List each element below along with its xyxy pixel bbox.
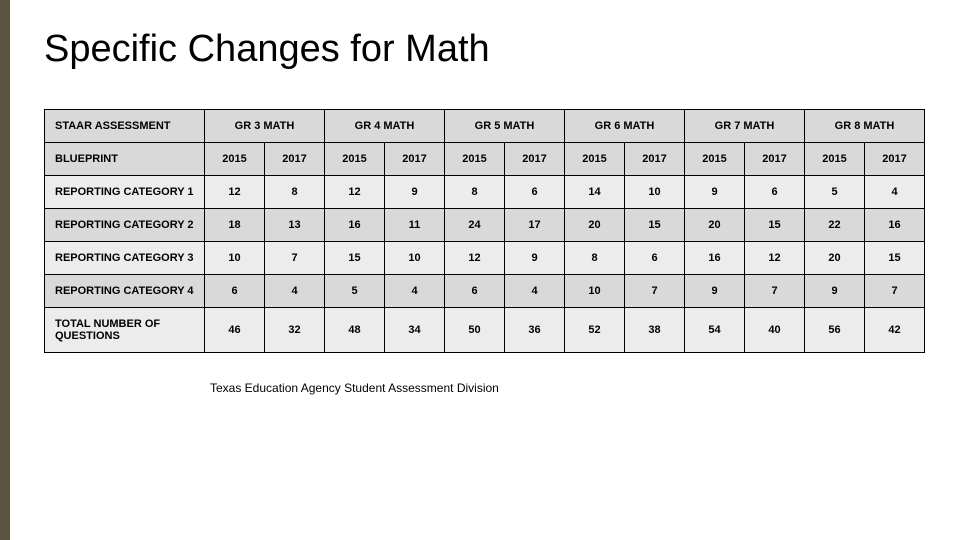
data-cell: 8	[265, 176, 325, 209]
data-cell: 9	[685, 275, 745, 308]
data-cell: 16	[325, 209, 385, 242]
data-cell: 38	[625, 308, 685, 353]
table-row: REPORTING CATEGORY 11281298614109654	[45, 176, 925, 209]
data-cell: 10	[385, 242, 445, 275]
data-cell: 12	[205, 176, 265, 209]
data-cell: 7	[865, 275, 925, 308]
row-label: REPORTING CATEGORY 2	[45, 209, 205, 242]
data-cell: 15	[865, 242, 925, 275]
data-cell: 40	[745, 308, 805, 353]
data-cell: 9	[505, 242, 565, 275]
data-cell: 48	[325, 308, 385, 353]
data-cell: 46	[205, 308, 265, 353]
data-cell: 42	[865, 308, 925, 353]
table-row: REPORTING CATEGORY 310715101298616122015	[45, 242, 925, 275]
col-header: GR 8 MATH	[805, 110, 925, 143]
data-cell: 7	[745, 275, 805, 308]
table-row: TOTAL NUMBER OF QUESTIONS463248345036523…	[45, 308, 925, 353]
data-cell: 4	[505, 275, 565, 308]
col-header: GR 3 MATH	[205, 110, 325, 143]
data-cell: 20	[565, 209, 625, 242]
data-cell: 16	[865, 209, 925, 242]
data-cell: 12	[445, 242, 505, 275]
year-cell: 2015	[565, 143, 625, 176]
data-cell: 52	[565, 308, 625, 353]
data-cell: 5	[805, 176, 865, 209]
table-header-row-grades: STAAR ASSESSMENT GR 3 MATH GR 4 MATH GR …	[45, 110, 925, 143]
data-cell: 32	[265, 308, 325, 353]
table-row: REPORTING CATEGORY 46454641079797	[45, 275, 925, 308]
data-cell: 10	[625, 176, 685, 209]
corner-cell: STAAR ASSESSMENT	[45, 110, 205, 143]
data-cell: 6	[445, 275, 505, 308]
math-changes-table: STAAR ASSESSMENT GR 3 MATH GR 4 MATH GR …	[44, 109, 925, 353]
data-cell: 4	[265, 275, 325, 308]
blueprint-cell: BLUEPRINT	[45, 143, 205, 176]
data-cell: 11	[385, 209, 445, 242]
data-cell: 10	[565, 275, 625, 308]
table-header-row-years: BLUEPRINT 2015 2017 2015 2017 2015 2017 …	[45, 143, 925, 176]
data-cell: 7	[265, 242, 325, 275]
row-label: REPORTING CATEGORY 1	[45, 176, 205, 209]
year-cell: 2015	[325, 143, 385, 176]
data-cell: 9	[385, 176, 445, 209]
year-cell: 2017	[265, 143, 325, 176]
data-cell: 22	[805, 209, 865, 242]
slide: Specific Changes for Math STAAR ASSESSME…	[0, 0, 960, 540]
data-cell: 15	[625, 209, 685, 242]
data-cell: 18	[205, 209, 265, 242]
year-cell: 2017	[745, 143, 805, 176]
year-cell: 2017	[505, 143, 565, 176]
data-cell: 9	[805, 275, 865, 308]
data-cell: 56	[805, 308, 865, 353]
data-cell: 7	[625, 275, 685, 308]
col-header: GR 5 MATH	[445, 110, 565, 143]
data-cell: 9	[685, 176, 745, 209]
data-cell: 20	[685, 209, 745, 242]
data-cell: 34	[385, 308, 445, 353]
data-cell: 36	[505, 308, 565, 353]
col-header: GR 4 MATH	[325, 110, 445, 143]
data-cell: 13	[265, 209, 325, 242]
data-cell: 8	[445, 176, 505, 209]
year-cell: 2015	[685, 143, 745, 176]
table-row: REPORTING CATEGORY 218131611241720152015…	[45, 209, 925, 242]
data-cell: 54	[685, 308, 745, 353]
data-cell: 15	[745, 209, 805, 242]
data-cell: 6	[745, 176, 805, 209]
row-label: TOTAL NUMBER OF QUESTIONS	[45, 308, 205, 353]
footer-text: Texas Education Agency Student Assessmen…	[210, 381, 920, 395]
data-cell: 10	[205, 242, 265, 275]
data-cell: 50	[445, 308, 505, 353]
data-cell: 6	[205, 275, 265, 308]
data-cell: 24	[445, 209, 505, 242]
data-cell: 15	[325, 242, 385, 275]
page-title: Specific Changes for Math	[44, 28, 920, 71]
row-label: REPORTING CATEGORY 3	[45, 242, 205, 275]
data-cell: 5	[325, 275, 385, 308]
data-cell: 4	[865, 176, 925, 209]
data-cell: 14	[565, 176, 625, 209]
row-label: REPORTING CATEGORY 4	[45, 275, 205, 308]
data-cell: 20	[805, 242, 865, 275]
accent-bar	[0, 0, 10, 540]
col-header: GR 6 MATH	[565, 110, 685, 143]
data-cell: 16	[685, 242, 745, 275]
year-cell: 2017	[865, 143, 925, 176]
data-cell: 12	[325, 176, 385, 209]
data-cell: 12	[745, 242, 805, 275]
year-cell: 2017	[385, 143, 445, 176]
year-cell: 2017	[625, 143, 685, 176]
data-cell: 4	[385, 275, 445, 308]
year-cell: 2015	[805, 143, 865, 176]
year-cell: 2015	[205, 143, 265, 176]
data-cell: 17	[505, 209, 565, 242]
data-cell: 6	[505, 176, 565, 209]
year-cell: 2015	[445, 143, 505, 176]
data-cell: 6	[625, 242, 685, 275]
data-cell: 8	[565, 242, 625, 275]
table-body: REPORTING CATEGORY 11281298614109654REPO…	[45, 176, 925, 353]
col-header: GR 7 MATH	[685, 110, 805, 143]
